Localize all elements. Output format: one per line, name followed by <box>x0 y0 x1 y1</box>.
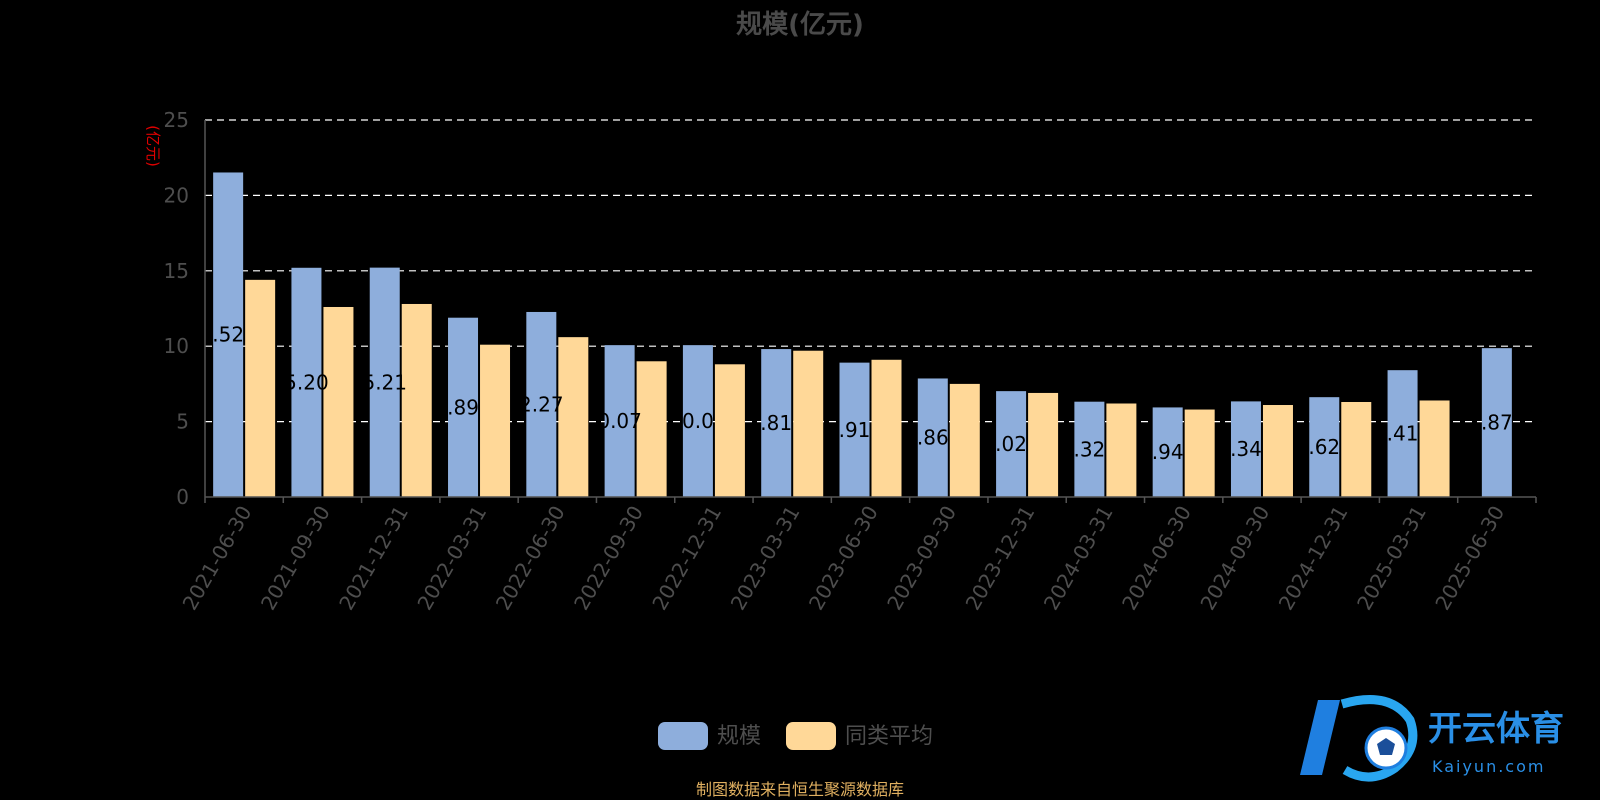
brand-domain: Kaiyun.com <box>1432 757 1545 776</box>
bar-peer-average <box>949 383 980 497</box>
x-tick-label: 2024-12-31 <box>1274 502 1353 615</box>
bar-peer-average <box>558 337 589 497</box>
y-tick-label: 5 <box>176 410 189 434</box>
bar-scale <box>1481 348 1512 497</box>
legend-swatch-scale <box>658 722 708 750</box>
bar-label-scale: .94 <box>1152 440 1184 464</box>
x-tick-label: 2024-06-30 <box>1117 502 1196 615</box>
x-tick-label: 2025-03-31 <box>1352 502 1431 615</box>
x-tick-label: 2021-12-31 <box>334 502 413 615</box>
bar-label-scale: .87 <box>1481 411 1513 435</box>
bar-scale <box>1074 401 1105 497</box>
bar-peer-average <box>1419 400 1450 497</box>
bar-scale <box>996 391 1027 497</box>
bar-scale <box>1309 397 1340 497</box>
bar-value-labels: .52 5.20 5.21 .89 2.27 0.07 0.0 .81 .91 .86 .02 .32… <box>212 323 1513 464</box>
bar-label-scale: .89 <box>447 395 479 419</box>
legend-label-peer-average: 同类平均 <box>845 724 933 749</box>
bar-scale <box>917 378 948 497</box>
bar-peer-average <box>323 306 354 497</box>
bar-peer-average <box>1106 403 1137 497</box>
bar-scale <box>448 317 479 497</box>
y-axis-unit-label: (亿元) <box>144 125 162 167</box>
bar-scale <box>369 267 400 497</box>
bar-label-scale: 0.07 <box>597 409 642 433</box>
bar-peer-average <box>1262 405 1293 497</box>
bar-label-scale: 2.27 <box>519 392 564 416</box>
bar-peer-average <box>636 361 667 497</box>
x-axis <box>204 496 1537 503</box>
bar-peer-average <box>401 303 432 497</box>
legend-swatch-peer-average <box>786 722 836 750</box>
bar-peer-average <box>714 364 745 497</box>
bar-peer-average <box>480 344 511 497</box>
bar-label-scale: .52 <box>212 323 244 347</box>
bar-label-scale: .34 <box>1230 437 1262 461</box>
chart-title: 规模(亿元) <box>736 10 864 40</box>
bars <box>213 172 1512 497</box>
bar-peer-average <box>1028 392 1059 497</box>
legend-label-scale: 规模 <box>717 724 761 749</box>
x-tick-label: 2023-12-31 <box>961 502 1040 615</box>
bar-label-scale: 5.20 <box>284 370 329 394</box>
bar-scale <box>682 345 713 497</box>
x-tick-label: 2022-03-31 <box>412 502 491 615</box>
y-tick-label: 0 <box>176 485 189 509</box>
bar-label-scale: 0.0 <box>682 409 714 433</box>
x-tick-label: 2023-09-30 <box>882 502 961 615</box>
legend[interactable]: 规模 同类平均 <box>658 722 933 750</box>
y-tick-label: 10 <box>164 334 189 358</box>
bar-scale <box>839 362 870 497</box>
x-tick-label: 2022-09-30 <box>569 502 648 615</box>
bar-scale <box>761 349 792 497</box>
x-tick-label: 2024-09-30 <box>1195 502 1274 615</box>
bar-peer-average <box>1184 409 1215 497</box>
bar-scale <box>1152 407 1183 497</box>
x-tick-label: 2023-06-30 <box>804 502 883 615</box>
bar-peer-average <box>793 350 824 497</box>
y-axis-ticks: 0 5 10 15 20 25 <box>164 108 206 509</box>
brand-name: 开云体育 <box>1428 709 1564 749</box>
brand-logo-icon <box>1300 695 1418 782</box>
brand-watermark: 开云体育 Kaiyun.com <box>1300 695 1564 782</box>
bar-label-scale: 5.21 <box>362 370 407 394</box>
bar-scale <box>526 311 557 497</box>
x-tick-label: 2022-12-31 <box>647 502 726 615</box>
bar-peer-average <box>245 279 276 497</box>
bar-scale <box>1387 370 1418 497</box>
x-axis-ticks: 2021-06-30 2021-09-30 2021-12-31 2022-03-31… <box>178 502 1510 615</box>
legend-item-scale[interactable]: 规模 <box>658 722 761 750</box>
legend-item-peer-average[interactable]: 同类平均 <box>786 722 933 750</box>
bar-label-scale: .91 <box>839 418 871 442</box>
y-tick-label: 15 <box>164 259 189 283</box>
bar-scale <box>213 172 244 497</box>
x-tick-label: 2025-06-30 <box>1430 502 1509 615</box>
bar-label-scale: .32 <box>1073 437 1105 461</box>
x-tick-label: 2022-06-30 <box>491 502 570 615</box>
bar-label-scale: .62 <box>1308 435 1340 459</box>
x-tick-label: 2023-03-31 <box>726 502 805 615</box>
x-tick-label: 2024-03-31 <box>1039 502 1118 615</box>
bar-label-scale: .41 <box>1387 422 1419 446</box>
bar-scale <box>1230 401 1261 497</box>
bar-label-scale: .81 <box>760 411 792 435</box>
bar-label-scale: .02 <box>995 432 1027 456</box>
bar-scale <box>291 267 322 497</box>
bar-scale <box>604 345 635 497</box>
bar-peer-average <box>871 359 902 497</box>
x-tick-label: 2021-09-30 <box>256 502 335 615</box>
x-tick-label: 2021-06-30 <box>178 502 257 615</box>
y-tick-label: 25 <box>164 108 189 132</box>
bar-peer-average <box>1341 401 1372 497</box>
bar-label-scale: .86 <box>917 426 949 450</box>
y-tick-label: 20 <box>164 183 189 207</box>
data-source-note: 制图数据来自恒生聚源数据库 <box>696 780 904 799</box>
